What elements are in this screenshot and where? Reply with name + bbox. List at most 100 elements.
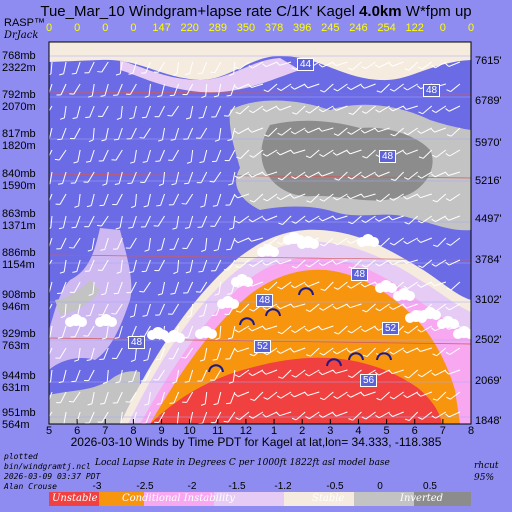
wind-barb: [58, 369, 67, 384]
wind-barb: [291, 411, 306, 421]
thermal-icon: [298, 287, 314, 296]
wind-barb: [102, 369, 109, 385]
wind-barb: [74, 347, 81, 362]
wind-barb: [305, 303, 320, 313]
wind-barb: [403, 325, 419, 334]
pressure-label: 908mb 946m: [2, 289, 36, 313]
scale-value: -1.2: [274, 481, 292, 492]
wind-barb: [85, 105, 95, 118]
cloud-icon: [437, 316, 459, 329]
wstar-value: 0: [74, 22, 81, 34]
wind-barb: [333, 391, 348, 399]
wind-barb: [169, 83, 180, 97]
wind-barb: [276, 83, 292, 91]
wind-barb: [375, 61, 390, 68]
wind-barb: [318, 127, 334, 132]
thermal-icon: [265, 308, 281, 317]
wind-barb: [304, 127, 320, 134]
wind-barb: [291, 171, 306, 180]
wind-barb: [278, 369, 292, 379]
wind-barb: [84, 215, 95, 228]
wind-barb: [197, 215, 208, 228]
wind-barb: [361, 61, 376, 70]
legend-conditional: Conditional Instability: [122, 493, 235, 504]
wind-barb: [155, 347, 166, 361]
scale-value: -0.5: [326, 481, 344, 492]
lapse-legend-bar: [49, 492, 471, 506]
pressure-label: 792mb 2070m: [2, 89, 36, 113]
wind-barb: [347, 127, 362, 135]
wind-barb: [276, 149, 292, 156]
wind-barb: [276, 105, 292, 111]
wind-barb: [182, 83, 194, 96]
wind-barb: [55, 193, 67, 205]
contour-label: 48: [379, 150, 397, 163]
wind-barb: [249, 149, 264, 158]
wind-barb: [125, 237, 137, 249]
lower-left-gray: [49, 371, 140, 424]
wind-barb: [171, 171, 180, 186]
wind-barb: [431, 171, 447, 178]
wind-barb: [60, 303, 67, 319]
wind-barb: [375, 303, 390, 312]
time-tick-label: 3: [327, 425, 334, 437]
wind-barb: [155, 149, 165, 162]
wind-barb: [418, 149, 433, 159]
wind-barb: [404, 215, 419, 225]
cloud-icon: [95, 314, 117, 327]
contour-label: 52: [382, 322, 400, 335]
wind-barb: [374, 127, 390, 133]
wind-barb: [112, 391, 123, 404]
wind-barb: [71, 215, 81, 229]
wstar-value: 0: [130, 22, 137, 34]
altitude-label: 4497': [475, 213, 502, 225]
thermal-icon: [326, 358, 342, 367]
wind-barb: [362, 347, 376, 357]
wind-barb: [130, 347, 137, 362]
wind-barb: [214, 281, 222, 296]
contour-label: 48: [256, 294, 274, 307]
wind-barb: [403, 391, 418, 399]
wind-barb: [404, 171, 419, 180]
wind-barb: [264, 127, 278, 137]
wind-barb: [445, 411, 461, 418]
wind-barb: [129, 303, 137, 318]
wind-barb: [374, 171, 390, 177]
wind-barb: [445, 347, 461, 355]
wind-barb: [112, 347, 123, 359]
wind-barb: [83, 171, 95, 183]
wind-barb: [277, 281, 292, 290]
wind-barb: [360, 83, 376, 89]
wind-barb: [446, 127, 461, 137]
wind-barb: [199, 303, 208, 317]
wind-barb: [332, 61, 348, 67]
wind-barb: [97, 215, 109, 227]
wind-barb: [229, 61, 236, 76]
wind-barb: [87, 391, 95, 406]
wind-barb: [156, 391, 166, 405]
wind-barb: [114, 325, 123, 339]
wind-barb: [291, 369, 306, 378]
wind-barb: [374, 369, 390, 376]
wind-barb: [210, 369, 222, 381]
pressure-label: 817mb 1820m: [2, 128, 36, 152]
wind-barb: [416, 391, 432, 397]
wind-barb: [213, 83, 222, 98]
wind-barb: [235, 259, 250, 269]
wind-barb: [388, 105, 404, 112]
time-tick-label: 7: [439, 425, 446, 437]
thermal-icon: [208, 364, 224, 373]
wind-barb: [128, 215, 137, 229]
wind-barb: [446, 83, 461, 93]
wind-barb: [417, 325, 433, 333]
wind-barb: [213, 237, 222, 252]
wind-barb: [305, 259, 320, 268]
wind-barb: [234, 171, 250, 179]
wind-barb: [195, 281, 208, 293]
cloud-icon: [297, 236, 319, 249]
wind-barb: [347, 215, 362, 225]
legend-unstable: Unstable: [52, 493, 98, 504]
wind-barb: [234, 193, 250, 199]
wind-barb: [389, 193, 404, 201]
wind-barb: [432, 237, 447, 247]
